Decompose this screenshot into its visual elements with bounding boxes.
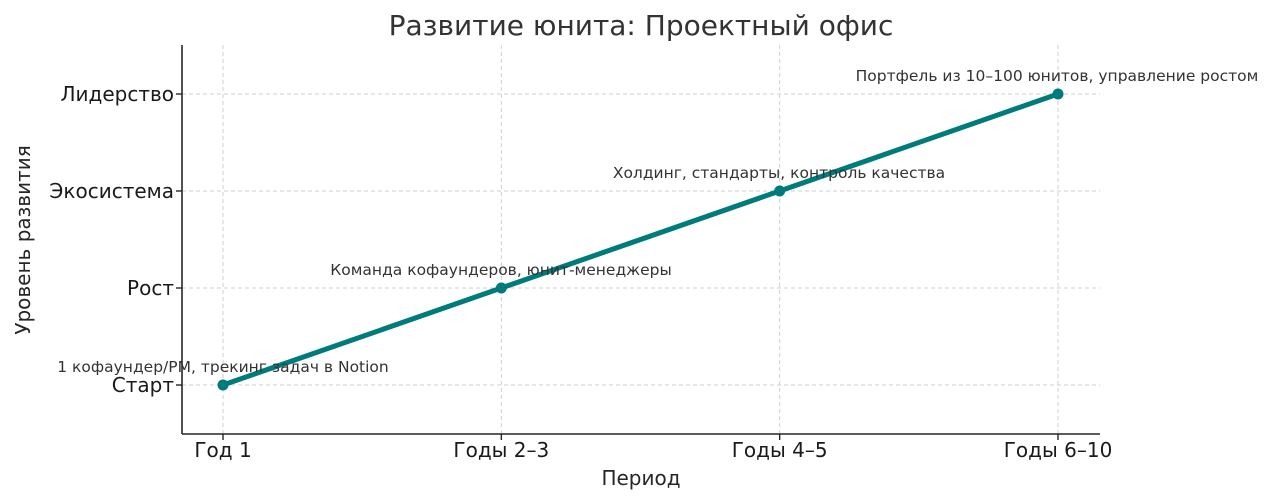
series-line: [220, 91, 1061, 388]
y-tick-label: Лидерство: [60, 82, 174, 106]
grid: [182, 45, 1100, 434]
series: [217, 88, 1064, 391]
y-axis-title: Уровень развития: [11, 145, 35, 334]
point-annotation: Портфель из 10–100 юнитов, управление ро…: [856, 67, 1259, 85]
x-tick-label: Год 1: [194, 438, 251, 462]
data-point: [1052, 88, 1064, 100]
annotations: 1 кофаундер/PM, трекинг задач в Notion Ко…: [57, 67, 1258, 376]
x-tick-label: Годы 4–5: [732, 438, 828, 462]
data-point: [774, 185, 786, 197]
x-axis-title: Период: [601, 466, 680, 490]
point-annotation: Команда кофаундеров, юнит-менеджеры: [330, 261, 672, 279]
point-annotation: Холдинг, стандарты, контроль качества: [613, 164, 945, 182]
y-tick-label: Экосистема: [49, 179, 174, 203]
chart-title: Развитие юнита: Проектный офис: [389, 9, 894, 42]
point-annotation: 1 кофаундер/PM, трекинг задач в Notion: [57, 358, 389, 376]
data-point: [495, 282, 507, 294]
y-tick-label: Рост: [127, 276, 174, 300]
x-tick-label: Годы 6–10: [1004, 438, 1113, 462]
axes: [181, 45, 1100, 435]
data-point: [217, 379, 229, 391]
ticks: Год 1 Годы 2–3 Годы 4–5 Годы 6–10 Старт Рост Э…: [49, 82, 1112, 462]
x-tick-label: Годы 2–3: [453, 438, 549, 462]
y-tick-label: Старт: [112, 373, 175, 397]
